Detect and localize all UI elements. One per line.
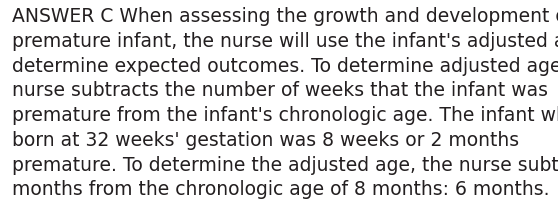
Text: ANSWER C When assessing the growth and development of a
premature infant, the nu: ANSWER C When assessing the growth and d… xyxy=(12,7,558,199)
